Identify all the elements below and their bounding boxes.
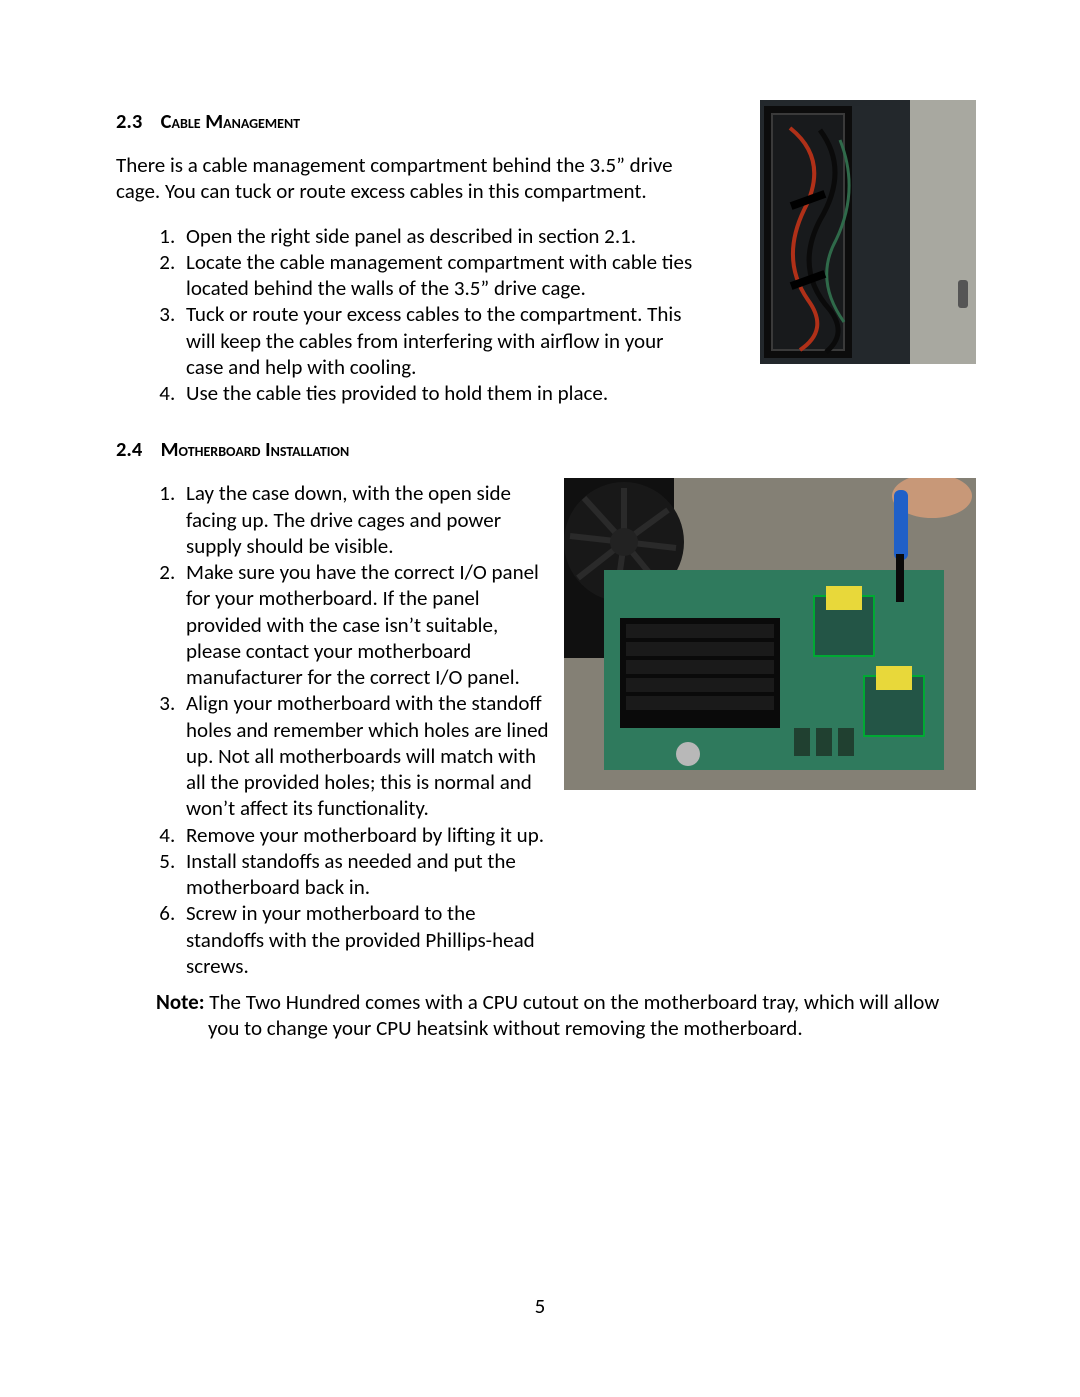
motherboard-svg (564, 478, 976, 790)
list-item: Make sure you have the correct I/O panel… (180, 559, 556, 690)
heading-2-4: 2.4 Motherboard Installation (116, 436, 968, 462)
document-page: 2.3 Cable Management There is a cable ma… (0, 0, 1080, 1397)
heading-number: 2.4 (116, 436, 156, 462)
list-item: Install standoffs as needed and put the … (180, 848, 556, 901)
heading-title: Cable Management (161, 108, 300, 134)
list-item: Lay the case down, with the open side fa… (180, 480, 556, 559)
page-number: 5 (0, 1293, 1080, 1319)
list-item: Locate the cable management compartment … (180, 249, 696, 302)
list-item: Align your motherboard with the standoff… (180, 690, 556, 821)
section-cable-management: 2.3 Cable Management There is a cable ma… (116, 108, 968, 406)
heading-number: 2.3 (116, 108, 156, 134)
motherboard-image (564, 478, 976, 790)
list-item: Screw in your motherboard to the standof… (180, 900, 556, 979)
heading-title: Motherboard Installation (161, 436, 350, 462)
section-2-3-text: There is a cable management compartment … (116, 152, 696, 406)
cable-management-image (760, 100, 976, 364)
list-item: Open the right side panel as described i… (180, 223, 696, 249)
section-2-3-intro: There is a cable management compartment … (116, 152, 696, 205)
list-item: Tuck or route your excess cables to the … (180, 301, 696, 380)
list-item: Remove your motherboard by lifting it up… (180, 822, 556, 848)
list-item: Use the cable ties provided to hold them… (180, 380, 696, 406)
section-2-4-note: Note: The Two Hundred comes with a CPU c… (156, 989, 968, 1042)
note-text: The Two Hundred comes with a CPU cutout … (205, 989, 940, 1041)
section-motherboard-installation: 2.4 Motherboard Installation (116, 436, 968, 1041)
section-2-4-steps: Lay the case down, with the open side fa… (116, 480, 556, 979)
cable-management-svg (760, 100, 976, 364)
section-2-3-steps: Open the right side panel as described i… (116, 223, 696, 407)
note-label: Note: (156, 989, 205, 1015)
section-2-4-text: Lay the case down, with the open side fa… (116, 480, 556, 979)
